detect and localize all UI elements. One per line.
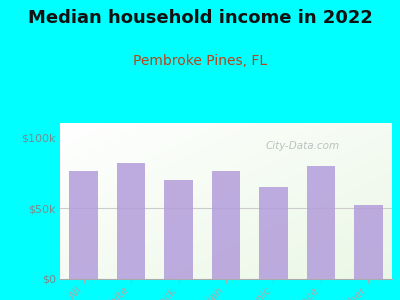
Text: Median household income in 2022: Median household income in 2022 xyxy=(28,9,372,27)
Text: Pembroke Pines, FL: Pembroke Pines, FL xyxy=(133,54,267,68)
Bar xyxy=(117,163,145,279)
Bar xyxy=(307,166,335,279)
Text: City-Data.com: City-Data.com xyxy=(265,141,340,152)
Bar xyxy=(164,180,193,279)
Bar xyxy=(212,171,240,279)
Bar xyxy=(354,205,382,279)
Bar xyxy=(259,187,288,279)
Bar xyxy=(70,171,98,279)
